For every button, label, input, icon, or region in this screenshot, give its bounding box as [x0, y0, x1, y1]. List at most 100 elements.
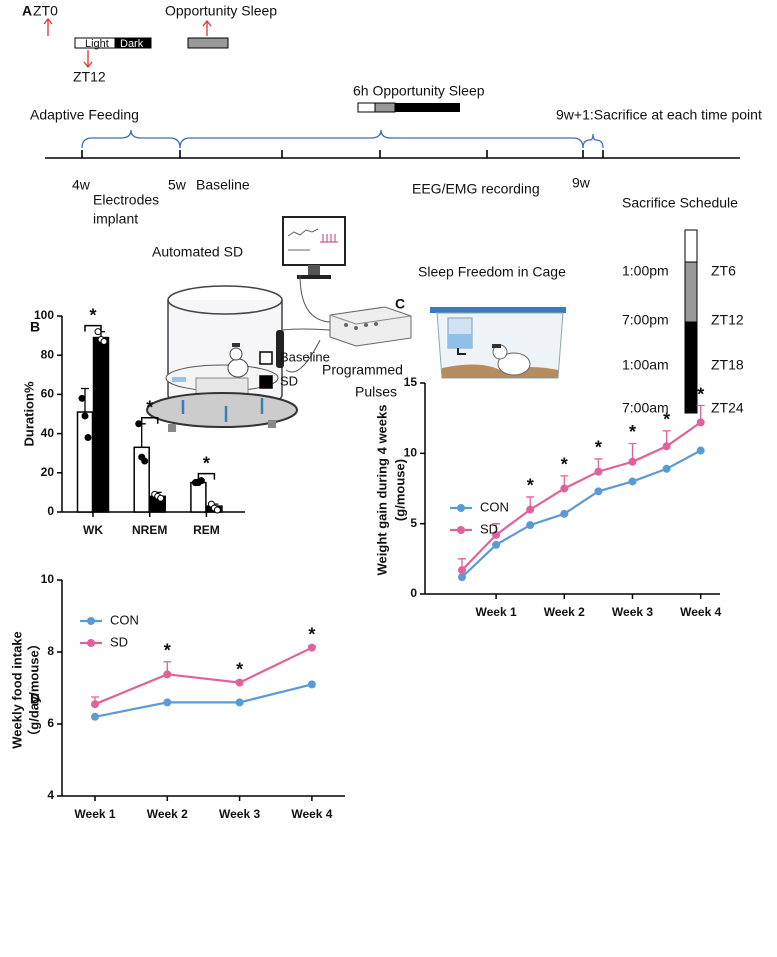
opportunity-bar: [187, 37, 229, 49]
significance: *: [89, 305, 96, 325]
panel-label: A: [22, 3, 32, 19]
y-tick-label: 80: [41, 347, 55, 361]
point: [163, 698, 172, 707]
sd-apparatus: [146, 216, 412, 432]
schedule-zt: ZT24: [711, 400, 744, 416]
schedule-time: 1:00pm: [622, 263, 669, 279]
timeline-label: 5w: [168, 177, 187, 193]
point: [662, 464, 671, 473]
replicate-point: [135, 420, 143, 428]
legend-label: SD: [110, 634, 128, 649]
point: [628, 457, 637, 466]
bar: [190, 481, 207, 513]
point: [492, 530, 501, 539]
timeline-label: 9w: [572, 175, 591, 191]
x-tick-label: WK: [83, 523, 103, 537]
cage: [430, 307, 566, 379]
six-h-label: 6h Opportunity Sleep: [353, 83, 485, 99]
pulses-label: Programmed: [322, 362, 403, 378]
automated-sd: Automated SD: [152, 244, 243, 260]
x-tick-label: Week 2: [147, 807, 188, 821]
point: [307, 680, 316, 689]
point: [307, 643, 316, 652]
arrow-head: [202, 19, 212, 27]
point: [560, 509, 569, 518]
significance: *: [308, 625, 315, 645]
legend-label: CON: [480, 499, 509, 514]
y-axis-label: (g/mouse): [392, 459, 407, 521]
schedule-title: Sacrifice Schedule: [622, 195, 738, 211]
opportunity-label: Opportunity Sleep: [165, 3, 277, 19]
y-tick-label: 0: [47, 504, 54, 518]
x-tick-label: Week 4: [291, 807, 332, 821]
bar: [76, 411, 94, 513]
electrodes: implant: [93, 211, 138, 227]
replicate-point: [78, 394, 86, 402]
significance: *: [595, 438, 602, 458]
point: [91, 712, 99, 721]
point: [594, 467, 603, 476]
y-axis-label: Weight gain during 4 weeks: [374, 405, 389, 576]
legend-marker: [457, 504, 465, 512]
braces: [81, 129, 604, 149]
schedule-bar: [684, 261, 698, 323]
y-tick-label: 60: [41, 387, 55, 401]
y-axis-label: （g/day/mouse）: [26, 637, 41, 742]
sacrifice-label: 9w+1:Sacrifice at each time point: [556, 107, 762, 123]
point: [458, 573, 466, 582]
legend-marker: [87, 617, 95, 625]
point: [696, 446, 705, 455]
y-tick-label: 40: [41, 426, 55, 440]
x-tick-label: Week 1: [476, 605, 517, 619]
y-tick-label: 10: [41, 572, 55, 586]
x-tick-label: REM: [193, 523, 220, 537]
light-label: Light: [85, 38, 109, 50]
legend-swatch: [259, 351, 273, 365]
significance: *: [236, 660, 243, 680]
significance: *: [164, 640, 171, 660]
y-tick-label: 4: [47, 788, 54, 802]
panel-label: B: [30, 319, 40, 335]
point: [696, 418, 705, 427]
x-tick-label: Week 4: [680, 605, 721, 619]
y-tick-label: 5: [410, 516, 417, 530]
x-tick-label: NREM: [132, 523, 167, 537]
legend-label: SD: [280, 373, 298, 388]
point: [492, 540, 501, 549]
point: [526, 521, 535, 530]
schedule-bar: [684, 321, 698, 414]
arrow-head: [83, 61, 93, 69]
pulses-label: Pulses: [355, 384, 397, 400]
electrodes: Electrodes: [93, 192, 159, 208]
series-line: [94, 683, 313, 718]
significance-bracket: [197, 472, 216, 480]
series-line: [461, 449, 702, 578]
schedule-zt: ZT12: [711, 312, 744, 328]
replicate-point: [213, 506, 221, 514]
significance: *: [203, 453, 210, 473]
timeline: [45, 150, 740, 159]
schedule-time: 1:00am: [622, 357, 669, 373]
replicate-point: [141, 457, 149, 465]
legend-swatch: [259, 375, 273, 389]
legend-label: SD: [480, 521, 498, 536]
x-tick-label: Week 3: [612, 605, 653, 619]
schedule-zt: ZT6: [711, 263, 736, 279]
schedule-bar: [395, 103, 460, 112]
schedule-time: 7:00am: [622, 400, 669, 416]
significance: *: [146, 398, 153, 418]
x-tick-label: Week 2: [544, 605, 585, 619]
point: [458, 566, 466, 575]
schedule-bar: [684, 229, 698, 263]
schedule-time: 7:00pm: [622, 312, 669, 328]
error-bar: [137, 423, 146, 448]
legend-marker: [457, 526, 465, 534]
timeline-label: EEG/EMG recording: [412, 181, 540, 197]
y-tick-label: 0: [410, 586, 417, 600]
error-bar: [81, 387, 89, 413]
adaptive-feeding: Adaptive Feeding: [30, 107, 139, 123]
y-tick-label: 10: [404, 446, 418, 460]
x-tick-label: Week 3: [219, 807, 260, 821]
significance-bracket: [84, 324, 102, 332]
